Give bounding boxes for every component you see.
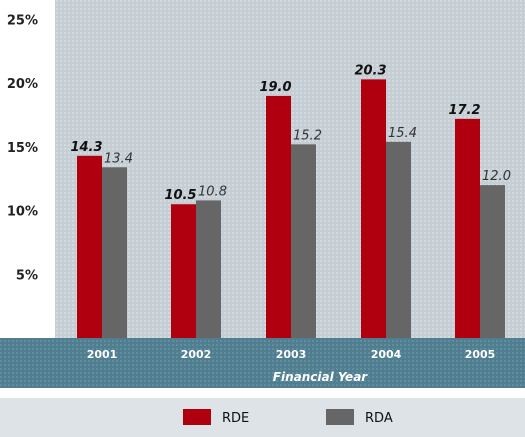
data-label-rda: 15.4 — [388, 126, 417, 141]
data-label-rda: 13.4 — [104, 151, 133, 166]
y-axis-ticks: 5% 10% 15% 20% 25% — [7, 14, 38, 284]
data-label-rde: 19.0 — [259, 80, 291, 95]
bar-rda — [196, 200, 221, 338]
legend-swatch-rda — [326, 409, 354, 425]
y-tick-label: 25% — [7, 14, 38, 29]
legend: RDE RDA — [183, 409, 393, 426]
y-tick-label: 5% — [16, 268, 38, 283]
bar-rde — [266, 95, 291, 338]
x-axis-band-texture — [0, 338, 525, 388]
x-axis-label: Financial Year — [273, 370, 368, 384]
bar-rda — [480, 185, 505, 338]
bar-rda — [291, 144, 316, 338]
x-tick-label: 2005 — [465, 348, 496, 361]
bar-rde — [77, 155, 102, 338]
data-label-rde: 20.3 — [354, 63, 386, 78]
x-tick-label: 2004 — [371, 348, 402, 361]
x-tick-label: 2003 — [276, 348, 307, 361]
bar-rde — [171, 204, 196, 338]
legend-label-rda: RDA — [365, 411, 393, 426]
data-label-rde: 17.2 — [448, 103, 480, 118]
x-tick-label: 2002 — [181, 348, 212, 361]
bar-rda — [102, 167, 127, 338]
x-tick-label: 2001 — [87, 348, 118, 361]
y-tick-label: 15% — [7, 141, 38, 156]
legend-background — [0, 398, 525, 437]
x-axis-ticks: 2001 2002 2003 2004 2005 — [87, 348, 496, 361]
y-tick-label: 10% — [7, 205, 38, 220]
bars — [77, 79, 505, 339]
y-tick-label: 20% — [7, 77, 38, 92]
data-labels: 14.313.4 10.5 10.8 19.0 15.2 20.3 15.4 17.2 12.0 — [70, 63, 511, 203]
data-label-rda: 10.8 — [198, 184, 227, 199]
data-label-rde: 14.3 — [70, 140, 102, 155]
legend-label-rde: RDE — [222, 411, 249, 426]
bar-rde — [455, 118, 480, 338]
legend-swatch-rde — [183, 409, 211, 425]
bar-rde — [361, 79, 386, 339]
data-label-rda: 15.2 — [293, 128, 322, 143]
bar-rda — [386, 141, 411, 338]
data-label-rda: 12.0 — [482, 169, 511, 184]
data-label-rde: 10.5 — [164, 188, 196, 203]
